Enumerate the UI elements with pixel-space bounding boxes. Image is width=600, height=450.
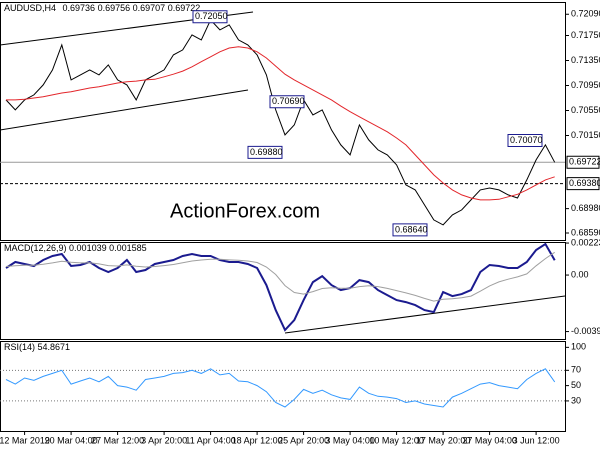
series-line (5, 19, 556, 226)
y-tick-label: 0.00 (571, 269, 589, 279)
x-tick-label: 3 Jun 12:00 (513, 435, 560, 445)
macd-title: MACD(12,26,9) (4, 243, 67, 253)
y-tick-label: 70 (571, 365, 581, 375)
macd-trendline (284, 295, 566, 334)
channel-lower (0, 89, 249, 131)
x-tick-label: 3 Apr 20:00 (141, 435, 187, 445)
macd-readout: 0.001039 (69, 243, 107, 253)
watermark: ActionForex.com (170, 200, 320, 222)
marker-label: 0.69722 (569, 157, 600, 167)
y-tick-label: 100 (571, 342, 586, 352)
annotation-box (247, 145, 283, 159)
annotation-label: 0.72050 (195, 11, 228, 21)
macd-panel (0, 242, 566, 340)
rsi-header: RSI(14) 54.8671 (4, 342, 70, 352)
marker-label: 0.69380 (569, 178, 600, 188)
y-tick-label: -0.00395 (571, 326, 600, 336)
x-tick-label: 12 Mar 2019 (0, 435, 50, 445)
annotation-box (507, 134, 543, 147)
x-tick-label: 27 May 04:00 (462, 435, 517, 445)
x-tick-label: 27 Mar 12:00 (91, 435, 144, 445)
price-panel (0, 2, 566, 241)
x-tick-label: 25 Apr 20:00 (278, 435, 329, 445)
rsi-panel (0, 341, 566, 432)
header-value: 0.69736 (63, 3, 96, 13)
annotation-box (192, 10, 228, 24)
macd-readout: 0.001585 (109, 243, 147, 253)
rsi-title: RSI(14) (4, 342, 35, 352)
annotation-label: 0.70690 (272, 96, 305, 106)
annotation-label: 0.69880 (250, 147, 283, 157)
marker-label-box (566, 155, 600, 169)
annotation-label: 0.70070 (510, 135, 543, 145)
annotation-box (392, 223, 428, 237)
series-line (5, 242, 556, 332)
x-tick-label: 3 May 04:00 (325, 435, 375, 445)
marker-label-box (566, 177, 600, 191)
x-tick-label: 11 Apr 04:00 (185, 435, 235, 445)
series-line (5, 251, 555, 302)
y-tick-label: 0.002237 (571, 237, 600, 247)
header-value: 0.69707 (133, 3, 166, 13)
rsi-readout: 54.8671 (38, 342, 71, 352)
x-tick-label: 10 May 12:00 (369, 435, 424, 445)
x-tick-label: 18 Apr 12:00 (232, 435, 283, 445)
macd-header: MACD(12,26,9) 0.001039 0.001585 (4, 243, 147, 253)
y-tick-label: 50 (571, 380, 581, 390)
header-value: 0.69756 (98, 3, 131, 13)
series-line (5, 368, 556, 408)
x-tick-label: 17 May 20:00 (416, 435, 471, 445)
symbol: AUDUSD,H4 (4, 3, 56, 13)
x-tick-label: 20 Mar 04:00 (45, 435, 98, 445)
header-value: 0.69722 (168, 3, 201, 13)
annotation-box (269, 95, 305, 109)
annotation-label: 0.68640 (395, 224, 428, 234)
series-line (6, 46, 555, 201)
y-tick-label: 30 (571, 395, 581, 405)
header: AUDUSD,H4 0.69736 0.69756 0.69707 0.6972… (4, 3, 200, 13)
